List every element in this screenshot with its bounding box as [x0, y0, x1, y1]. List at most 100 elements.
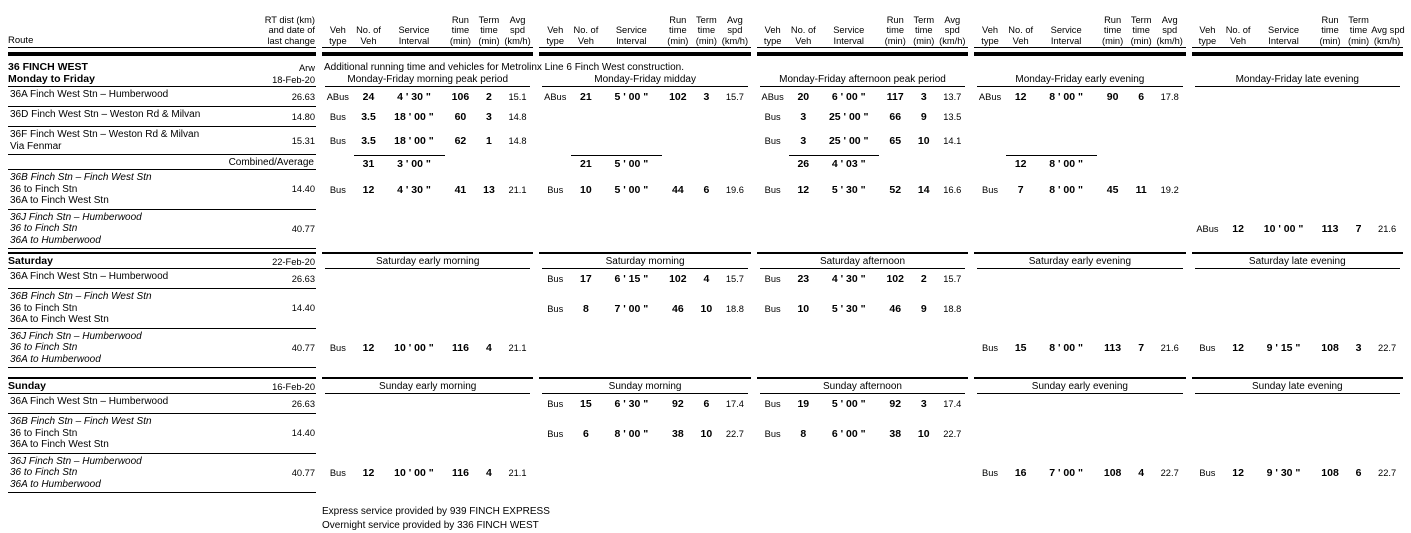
column-header-run-time: Run time (min)	[445, 15, 477, 47]
cell-service-interval: 25 ' 00 "	[828, 111, 869, 123]
period-data-cells: Bus 15 8 ' 00 " 113 7 21.6	[974, 329, 1185, 369]
period-data-cells: Bus 12 4 ' 30 " 41 13 21.1	[322, 170, 533, 210]
header-line: (min)	[695, 35, 717, 46]
cell-avg-spd: 18.8	[725, 303, 744, 314]
period-data-cells: 31 3 ' 00 "	[322, 155, 533, 170]
column-header-service-interval: Service Interval	[383, 25, 444, 46]
cell-avg-spd: 21.6	[1160, 343, 1179, 354]
cell-veh-type: Bus	[1199, 343, 1216, 354]
period-data-cells	[539, 127, 750, 155]
cell-no-of-veh: 12	[362, 467, 375, 480]
period-data-cells: Bus 3.5 18 ' 00 " 62 1 14.8	[322, 127, 533, 155]
section-code: Arw	[298, 63, 315, 73]
period-data-cells	[1192, 170, 1403, 210]
cell-service-interval: 4 ' 30 "	[397, 91, 431, 103]
period-data-cells	[539, 329, 750, 369]
header-line: (min)	[1319, 35, 1341, 46]
cell-service-interval: 18 ' 00 "	[394, 135, 434, 147]
header-line: No. of	[1008, 25, 1034, 35]
cell-no-of-veh: 12	[362, 342, 375, 355]
header-line: time	[886, 25, 905, 35]
header-line: (km/h)	[1156, 35, 1183, 46]
period-data-cells: Bus 8 7 ' 00 " 46 10 18.8	[539, 289, 750, 329]
divider-bar-segment	[539, 252, 751, 254]
column-header-avg-spd: Avg spd (km/h)	[1371, 25, 1405, 46]
day-header-cell: Sunday 16-Feb-20	[8, 380, 316, 394]
header-line: Avg spd	[1371, 25, 1405, 35]
section-divider-bar	[8, 377, 1403, 379]
cell-run-time: 108	[1103, 467, 1122, 480]
column-header-veh-type: Veh type	[974, 25, 1006, 46]
cell-service-interval: 10 ' 00 "	[394, 467, 434, 480]
route-name-line: 36D Finch West Stn – Weston Rd & Milvan	[10, 109, 201, 120]
period-data-cells: Bus 8 6 ' 00 " 38 10 22.7	[757, 414, 968, 454]
cell-no-of-veh: 8	[800, 427, 807, 440]
period-data-cells	[539, 107, 750, 127]
route-name-line: 36B Finch Stn – Finch West Stn	[10, 291, 152, 302]
cell-run-time: 62	[454, 135, 467, 147]
route-name-line: 36J Finch Stn – Humberwood	[10, 211, 142, 223]
cell-veh-type: ABus	[978, 92, 1002, 102]
header-line: time	[480, 25, 498, 35]
header-line: Service	[833, 25, 865, 35]
cell-term-time: 4	[1138, 467, 1145, 480]
cell-service-interval: 5 ' 00 "	[614, 183, 649, 196]
header-line: (min)	[667, 35, 689, 46]
period-data-cells	[322, 210, 533, 250]
cell-no-of-veh: 12	[1232, 223, 1244, 236]
route-name-line: 36J Finch Stn – Humberwood	[10, 455, 142, 467]
header-line: Interval	[616, 35, 647, 46]
route-name-lines: 36B Finch Stn – Finch West Stn 36 to Finc…	[8, 289, 316, 328]
period-group-column-headers: Veh type No. of Veh Service Interval Run time (m…	[974, 4, 1186, 48]
cell-run-time: 46	[889, 302, 902, 315]
route-data-row: 36A Finch West Stn – Humberwood 26.63 Bus 1…	[8, 269, 1403, 289]
divider-bar-segment	[974, 252, 1186, 254]
header-line: Interval	[833, 35, 864, 46]
cell-term-time: 13	[483, 183, 495, 196]
cell-term-time: 14	[917, 183, 930, 196]
period-group-column-headers: Veh type No. of Veh Service Interval Run time (m…	[1191, 4, 1405, 48]
period-data-cells	[1192, 289, 1403, 329]
cell-term-time: 1	[486, 135, 492, 147]
cell-no-of-veh: 12	[1232, 342, 1244, 355]
period-data-cells	[974, 107, 1185, 127]
cell-avg-spd: 21.6	[1378, 224, 1397, 235]
header-line: No. of	[356, 25, 381, 35]
route-name-line: Via Fenmar	[10, 140, 62, 152]
cell-service-interval: 8 ' 00 "	[1049, 91, 1083, 103]
cell-veh-type: Bus	[547, 428, 564, 439]
schedule-date: 18-Feb-20	[272, 75, 315, 85]
route-name-line: 36A Finch West Stn – Humberwood	[10, 396, 169, 407]
cell-term-time: 10	[700, 302, 713, 315]
cell-term-time: 10	[917, 427, 930, 440]
dist-label-line: RT dist (km)	[264, 14, 315, 25]
route-distance: 14.40	[291, 184, 315, 195]
cell-term-time: 6	[703, 183, 710, 196]
day-name: Saturday	[8, 255, 53, 267]
divider-bar-segment	[756, 377, 969, 379]
divider-bar-segment	[1191, 252, 1403, 254]
cell-avg-spd: 22.7	[943, 428, 962, 439]
header-line: (km/h)	[1373, 35, 1401, 46]
column-header-run-time: Run time (min)	[1314, 15, 1346, 47]
header-line: Veh	[329, 25, 346, 35]
cell-service-interval: 5 ' 00 "	[600, 155, 662, 170]
cell-avg-spd: 22.7	[1160, 468, 1179, 479]
cell-service-interval: 4 ' 03 "	[818, 155, 880, 170]
section-title-cell: 36 FINCH WEST Arw	[8, 58, 316, 73]
cell-service-interval: 7 ' 00 "	[614, 302, 649, 315]
cell-run-time: 60	[454, 111, 467, 123]
period-header: Monday-Friday early evening	[977, 73, 1183, 87]
period-data-cells	[539, 454, 750, 494]
cell-avg-spd: 21.1	[508, 184, 527, 195]
day-name: Sunday	[8, 380, 46, 392]
cell-run-time: 116	[451, 467, 469, 480]
divider-bar-segment	[322, 252, 534, 254]
period-data-cells	[322, 269, 533, 289]
footnotes: Express service provided by 939 FINCH EX…	[322, 505, 1403, 533]
route-name-lines: 36J Finch Stn – Humberwood 36 to Finch St…	[8, 210, 316, 249]
day-header-row: Sunday 16-Feb-20 Sunday early morning Sunda…	[8, 380, 1403, 394]
header-line: (km/h)	[939, 35, 966, 46]
divider-bar-segment	[974, 377, 1186, 379]
column-header-service-interval: Service Interval	[601, 25, 662, 46]
